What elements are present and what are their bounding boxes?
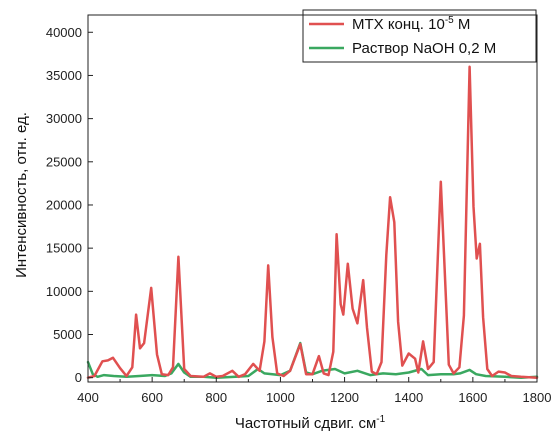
x-tick-label: 1800	[523, 390, 552, 405]
y-tick-label: 15000	[46, 241, 82, 256]
x-tick-label: 1600	[458, 390, 487, 405]
y-tick-label: 25000	[46, 154, 82, 169]
legend-label-series-1: MTX конц. 10-5 M	[352, 15, 470, 33]
y-tick-label: 0	[75, 370, 82, 385]
legend-label-series-2: Раствор NaOH 0,2 M	[352, 40, 496, 57]
x-tick-label: 800	[205, 390, 227, 405]
x-tick-label: 600	[141, 390, 163, 405]
y-tick-label: 20000	[46, 197, 82, 212]
y-tick-label: 40000	[46, 25, 82, 40]
y-axis-title: Интенсивность, отн. ед.	[13, 112, 30, 278]
y-tick-label: 5000	[53, 327, 82, 342]
y-tick-label: 35000	[46, 68, 82, 83]
x-tick-label: 400	[77, 390, 99, 405]
x-tick-label: 1200	[330, 390, 359, 405]
y-tick-label: 30000	[46, 111, 82, 126]
plot-area	[86, 65, 539, 379]
plot-frame	[87, 14, 538, 383]
x-axis-title: Частотный сдвиг. см-1	[235, 414, 386, 432]
x-tick-label: 1400	[394, 390, 423, 405]
x-axis: 400 600 800 1000 1200 1400 1600 1800	[77, 377, 551, 405]
legend-box	[302, 9, 537, 63]
y-axis: 0 5000 10000 15000 20000 25000 30000 35000 40000	[46, 25, 93, 385]
x-tick-label: 1000	[266, 390, 295, 405]
series-1-line	[86, 65, 539, 379]
legend: MTX конц. 10-5 M Раствор NaOH 0,2 M	[302, 9, 537, 63]
y-tick-label: 10000	[46, 284, 82, 299]
